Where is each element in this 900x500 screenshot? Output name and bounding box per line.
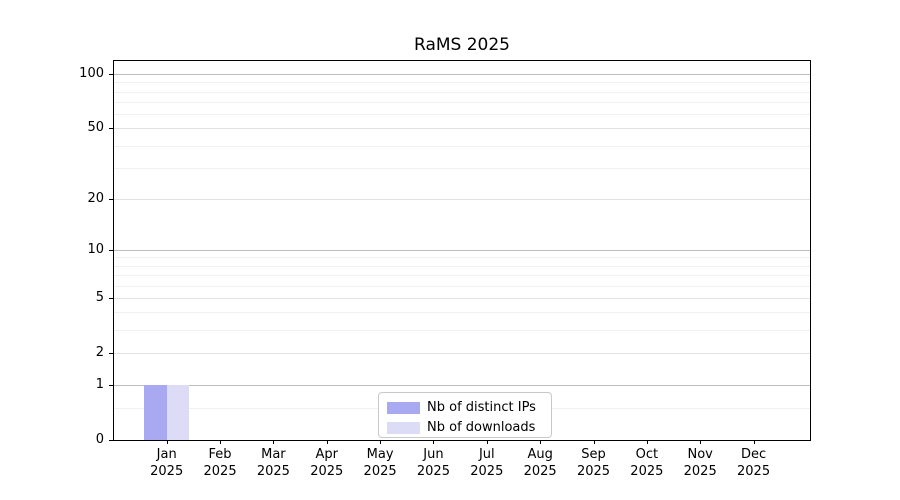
x-tick-year: 2025 [256,464,290,479]
x-tick-month: Jun [423,447,444,462]
gridline-minor [114,312,810,314]
x-tick-label: May 2025 [348,446,412,480]
y-tick-label: 10 [87,241,104,257]
x-tick-month: Sep [581,447,606,462]
x-tick-year: 2025 [683,464,717,479]
gridline-minor [114,91,810,93]
y-tick-mark [109,352,113,354]
gridline-major [114,128,810,130]
x-tick-year: 2025 [150,464,184,479]
x-tick-mark [380,440,382,444]
gridline-minor [114,285,810,287]
x-tick-mark [433,440,435,444]
x-tick-label: Apr 2025 [295,446,359,480]
x-tick-month: Jan [156,447,177,462]
x-tick-label: Aug 2025 [508,446,572,480]
legend: Nb of distinct IPs Nb of downloads [378,392,552,438]
x-tick-month: Mar [261,447,286,462]
x-tick-label: Feb 2025 [188,446,252,480]
x-tick-year: 2025 [310,464,344,479]
gridline-minor [114,330,810,332]
gridline-major [114,352,810,354]
y-tick-mark [109,128,113,130]
bar-distinct-ips [144,385,167,440]
y-tick-mark [109,385,113,387]
chart-title: RaMS 2025 [414,35,510,55]
x-tick-mark [540,440,542,444]
x-tick-year: 2025 [737,464,771,479]
x-tick-year: 2025 [416,464,450,479]
gridline-minor [114,113,810,115]
y-tick-label: 2 [95,344,104,360]
y-tick-label: 20 [87,190,104,206]
x-tick-year: 2025 [523,464,557,479]
x-tick-month: Dec [740,447,767,462]
gridline-minor [114,101,810,103]
x-tick-year: 2025 [203,464,237,479]
x-tick-label: Oct 2025 [615,446,679,480]
legend-item: Nb of downloads [387,419,543,436]
y-tick-label: 50 [87,120,104,136]
y-tick-mark [109,249,113,251]
x-tick-month: Nov [687,447,713,462]
legend-label: Nb of distinct IPs [427,400,536,415]
y-tick-mark [109,297,113,299]
y-tick-label: 5 [95,289,104,305]
gridline-minor [114,265,810,267]
bar-downloads [166,385,190,440]
legend-swatch-downloads [387,421,420,434]
x-tick-label: Sep 2025 [562,446,626,480]
gridline-minor [114,145,810,147]
gridline-minor [114,275,810,277]
plot-area [113,60,811,441]
x-tick-mark [486,440,488,444]
gridline-minor [114,257,810,259]
y-tick-mark [109,440,113,441]
x-tick-year: 2025 [363,464,397,479]
x-tick-month: Aug [527,447,553,462]
x-tick-label: Mar 2025 [241,446,305,480]
gridline-major [114,249,810,251]
gridline-major [114,198,810,200]
gridline-minor [114,167,810,169]
x-tick-mark [326,440,328,444]
legend-item: Nb of distinct IPs [387,399,543,416]
x-tick-mark [646,440,648,444]
gridline-major [114,297,810,299]
x-tick-month: Jul [478,447,495,462]
x-tick-mark [166,440,168,444]
legend-label: Nb of downloads [427,420,536,435]
x-tick-year: 2025 [630,464,664,479]
gridline-major [114,385,810,387]
x-tick-label: Nov 2025 [668,446,732,480]
x-tick-month: Apr [315,447,339,462]
x-tick-label: Dec 2025 [722,446,786,480]
x-tick-month: Oct [635,447,659,462]
y-tick-mark [109,74,113,75]
legend-swatch-distinct-ips [387,401,420,414]
x-tick-label: Jan 2025 [135,446,199,480]
y-tick-label: 1 [95,377,104,393]
x-tick-mark [700,440,702,444]
x-tick-year: 2025 [576,464,611,479]
x-tick-mark [753,440,755,444]
x-tick-label: Jun 2025 [401,446,465,480]
x-tick-mark [220,440,222,444]
gridline-minor [114,82,810,84]
x-tick-year: 2025 [470,464,504,479]
x-tick-month: Feb [208,447,232,462]
x-tick-month: May [366,447,394,462]
x-tick-mark [273,440,275,444]
x-tick-mark [593,440,595,444]
x-tick-label: Jul 2025 [455,446,519,480]
gridline-major [114,74,810,75]
y-tick-mark [109,198,113,200]
y-tick-label: 0 [95,432,104,447]
y-tick-label: 100 [79,66,104,81]
